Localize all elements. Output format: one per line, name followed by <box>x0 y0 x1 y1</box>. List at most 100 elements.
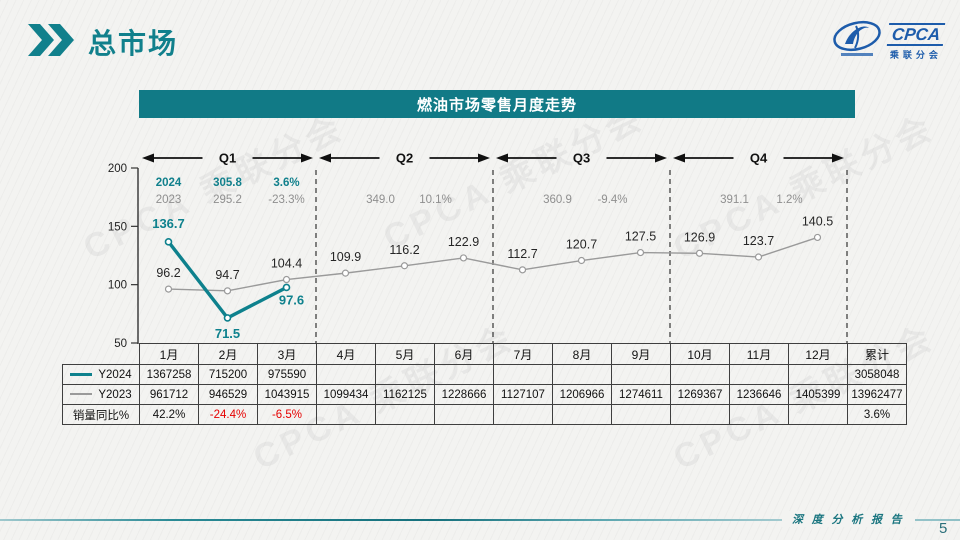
table-cell <box>375 364 435 385</box>
table-cell: 3058048 <box>847 364 907 385</box>
table-cell: -24.4% <box>198 404 258 425</box>
table-cell: 1405399 <box>788 384 848 405</box>
table-cell <box>316 364 376 385</box>
y-axis-tick-label: 150 <box>108 221 127 233</box>
table-cell: 42.2% <box>139 404 199 425</box>
quarter-2023-value: 391.1 <box>720 194 749 206</box>
data-label-y2023: 127.5 <box>625 230 656 244</box>
table-cell: 1269367 <box>670 384 730 405</box>
quarter-2024-pct: 3.6% <box>273 177 299 189</box>
cpca-logo: CPCA 乘联分会 <box>831 18 946 65</box>
table-header-cell: 4月 <box>316 343 376 365</box>
arrow-right-icon <box>301 153 313 163</box>
table-cell <box>670 404 730 425</box>
arrow-left-icon <box>142 153 154 163</box>
table-cell: 1206966 <box>552 384 612 405</box>
data-point-y2023 <box>695 249 704 257</box>
arrow-right-icon <box>478 153 490 163</box>
double-chevron-icon <box>28 23 74 61</box>
quarter-2023-year: 2023 <box>156 194 182 206</box>
table-header-cell: 8月 <box>552 343 612 365</box>
quarter-label: Q1 <box>219 151 236 166</box>
footer-divider-line <box>0 519 960 521</box>
data-label-y2023: 112.7 <box>507 247 537 261</box>
data-point-y2024 <box>282 283 291 292</box>
page-number: 5 <box>939 520 948 537</box>
legend-swatch-y2023 <box>70 393 93 396</box>
table-header-cell: 11月 <box>729 343 789 365</box>
data-label-y2024: 71.5 <box>215 326 240 341</box>
y-axis-tick-label: 200 <box>108 163 127 175</box>
quarter-label: Q4 <box>750 151 768 166</box>
monthly-data-table: 1月 2月 3月 4月 5月 6月 7月 8月 9月 10月 11月 12月 累计 Y2024 136725… <box>62 343 907 425</box>
table-cell: 1367258 <box>139 364 199 385</box>
quarter-label: Q3 <box>573 151 590 166</box>
table-cell: 1228666 <box>434 384 494 405</box>
table-cell: 1162125 <box>375 384 435 405</box>
table-cell <box>729 364 789 385</box>
data-label-y2023: 96.2 <box>156 266 180 280</box>
quarter-2024-value: 305.8 <box>213 177 242 189</box>
y-axis-tick-label: 100 <box>108 280 127 292</box>
quarter-2023-value: 349.0 <box>366 194 395 206</box>
table-cell <box>552 364 612 385</box>
quarter-2023-pct: -9.4% <box>597 194 627 206</box>
table-row: 销量同比% 42.2% -24.4% -6.5% 3.6% <box>62 404 907 425</box>
data-point-y2023 <box>577 256 586 265</box>
quarter-2023-value: 295.2 <box>213 194 242 206</box>
data-label-y2023: 120.7 <box>566 238 597 252</box>
data-point-y2023 <box>754 253 763 261</box>
table-cell: 1236646 <box>729 384 789 405</box>
table-header-cell: 2月 <box>198 343 258 365</box>
table-corner-cell <box>62 343 140 365</box>
cpca-logo-subtitle: 乘联分会 <box>889 49 942 60</box>
arrow-right-icon <box>655 153 667 163</box>
page-header: 总市场 <box>28 22 178 62</box>
data-point-y2023 <box>813 233 822 242</box>
quarter-label: Q2 <box>396 151 413 166</box>
table-cell <box>375 404 435 425</box>
table-cell: 1127107 <box>493 384 553 405</box>
cpca-oval-icon <box>831 18 883 65</box>
table-header-row: 1月 2月 3月 4月 5月 6月 7月 8月 9月 10月 11月 12月 累计 <box>62 343 907 365</box>
table-header-cell: 12月 <box>788 343 848 365</box>
table-cell: -6.5% <box>257 404 317 425</box>
table-cell <box>670 364 730 385</box>
data-label-y2023: 109.9 <box>330 250 361 264</box>
table-row: Y2023 961712 946529 1043915 1099434 1162125 12… <box>62 384 907 405</box>
quarter-2023-value: 360.9 <box>543 194 572 206</box>
quarter-2023-pct: -23.3% <box>268 194 304 206</box>
data-label-y2023: 123.7 <box>743 234 774 248</box>
arrow-left-icon <box>673 153 685 163</box>
table-cell <box>434 364 494 385</box>
table-cell <box>788 364 848 385</box>
table-cell: 1274611 <box>611 384 671 405</box>
data-point-y2024 <box>164 238 173 246</box>
arrow-left-icon <box>496 153 508 163</box>
arrow-right-icon <box>832 153 844 163</box>
table-cell: 946529 <box>198 384 258 405</box>
table-cell <box>434 404 494 425</box>
data-point-y2023 <box>282 275 291 284</box>
table-header-cell: 6月 <box>434 343 494 365</box>
table-cell: 1043915 <box>257 384 317 405</box>
table-cell: 961712 <box>139 384 199 405</box>
quarter-2023-pct: 1.2% <box>776 194 802 206</box>
legend-swatch-y2024 <box>70 372 93 376</box>
table-header-cell: 累计 <box>847 343 907 365</box>
data-label-y2023: 104.4 <box>271 257 302 271</box>
table-cell <box>729 404 789 425</box>
data-label-y2024: 97.6 <box>279 292 304 307</box>
table-cell <box>493 404 553 425</box>
table-header-cell: 5月 <box>375 343 435 365</box>
data-label-y2023: 126.9 <box>684 230 715 244</box>
series-line-y2023 <box>168 236 818 292</box>
data-point-y2023 <box>636 248 645 257</box>
page-title: 总市场 <box>88 28 179 59</box>
table-cell <box>611 364 671 385</box>
data-label-y2023: 140.5 <box>802 214 833 228</box>
data-point-y2023 <box>341 269 350 277</box>
table-cell <box>493 364 553 385</box>
